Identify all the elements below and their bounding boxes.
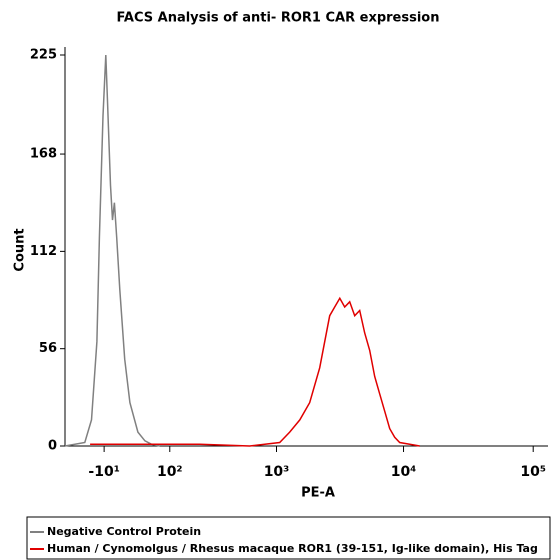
x-tick-label: 10⁴	[391, 464, 417, 480]
x-axis-label: PE-A	[301, 486, 335, 501]
legend-box	[26, 516, 551, 560]
y-tick-label: 225	[30, 48, 57, 63]
series-line	[90, 296, 420, 447]
chart-title: FACS Analysis of anti- ROR1 CAR expressi…	[117, 11, 440, 26]
y-tick-label: 112	[30, 244, 57, 259]
y-tick-label: 56	[39, 341, 57, 356]
y-tick-label: 0	[48, 439, 57, 454]
y-axis-label: Count	[13, 228, 28, 271]
legend-label: Negative Control Protein	[47, 525, 201, 538]
y-tick-label: 168	[30, 147, 57, 162]
x-tick-label: 10²	[157, 464, 183, 480]
legend-label: Human / Cynomolgus / Rhesus macaque ROR1…	[47, 542, 538, 555]
x-tick-label: 10⁵	[520, 464, 546, 480]
series-line	[64, 54, 160, 447]
x-tick-label: 10³	[264, 464, 290, 480]
x-tick-label: -10¹	[88, 464, 119, 480]
